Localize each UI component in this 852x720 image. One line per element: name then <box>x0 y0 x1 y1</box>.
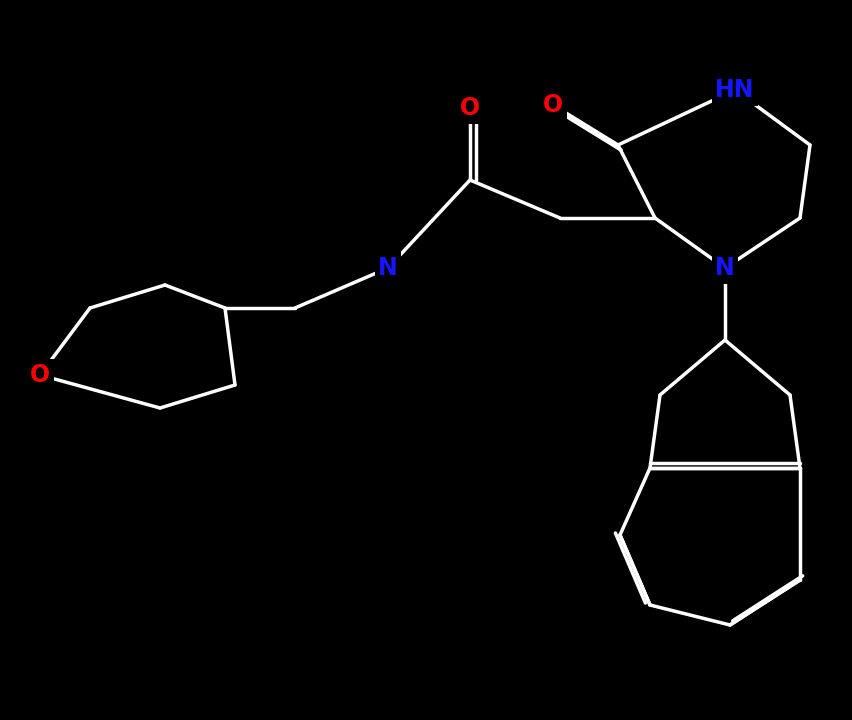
Text: O: O <box>459 96 480 120</box>
Text: N: N <box>377 256 397 280</box>
Text: HN: HN <box>715 78 754 102</box>
Text: O: O <box>30 363 50 387</box>
Text: O: O <box>543 93 562 117</box>
Text: N: N <box>714 256 734 280</box>
